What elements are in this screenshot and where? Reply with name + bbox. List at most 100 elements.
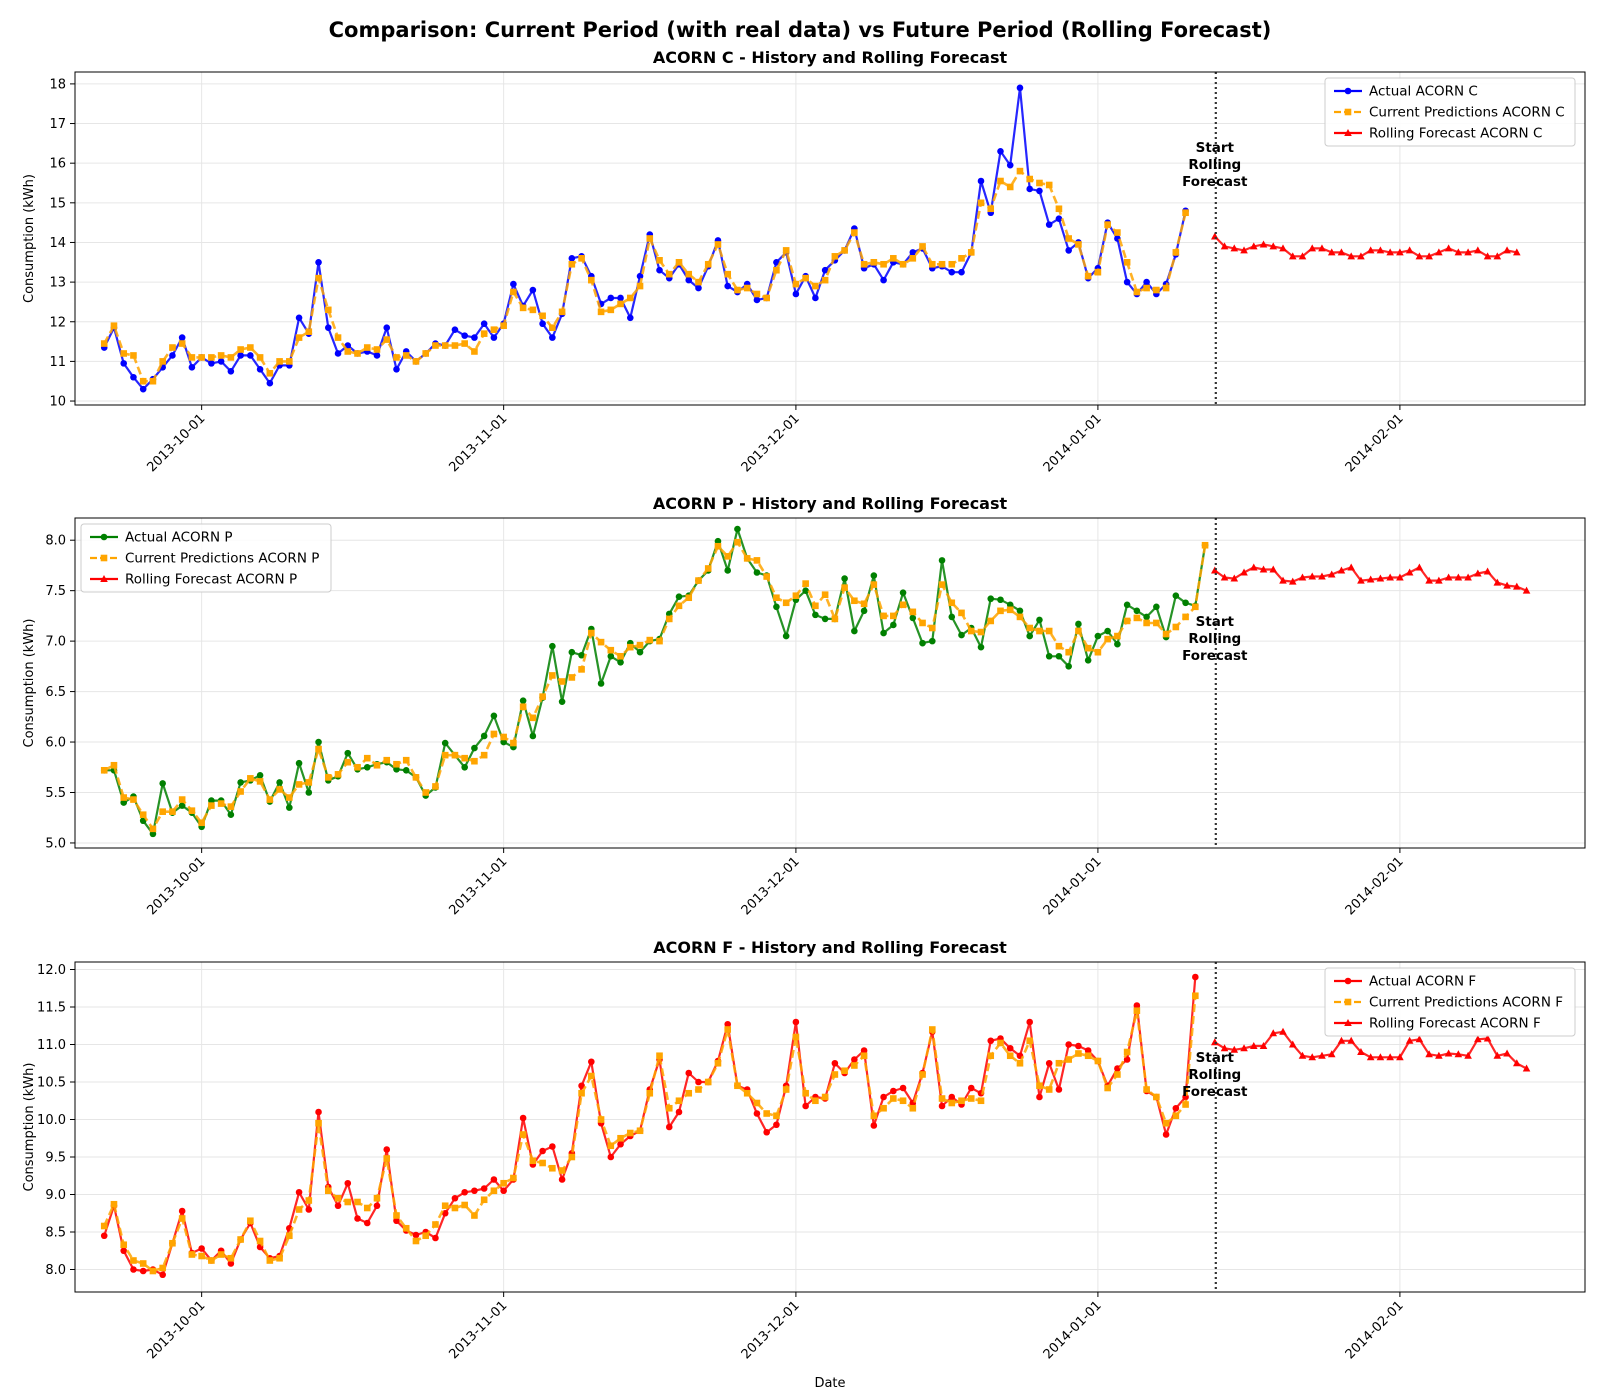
data-point (734, 538, 741, 546)
data-point (831, 615, 839, 623)
data-point (1192, 603, 1199, 611)
annotation-line: Rolling (1188, 1067, 1241, 1083)
annotation-line: Forecast (1182, 648, 1248, 664)
y-tick-label: 5.5 (45, 786, 66, 801)
y-tick-label: 15 (49, 196, 66, 211)
data-point (334, 771, 342, 778)
data-point (1075, 1042, 1082, 1050)
data-point (100, 1232, 108, 1240)
data-point (266, 369, 274, 377)
data-point (120, 1247, 128, 1255)
data-point (363, 763, 371, 771)
data-point (159, 808, 166, 815)
y-tick-label: 17 (49, 117, 66, 132)
data-point (208, 1257, 215, 1264)
data-point (1162, 1131, 1170, 1138)
data-point (1249, 242, 1258, 250)
data-point (130, 1257, 137, 1264)
data-point (1123, 1048, 1131, 1056)
data-point (1153, 1093, 1160, 1101)
data-point (373, 761, 381, 769)
data-point (159, 1271, 166, 1279)
data-point (1483, 1034, 1492, 1042)
y-tick-label: 16 (49, 157, 66, 172)
data-point (266, 1257, 274, 1264)
data-point (675, 1108, 683, 1116)
data-point (432, 342, 439, 349)
data-point (1376, 246, 1385, 254)
x-tick-label: 2013-11-01 (446, 1298, 510, 1362)
data-point (1259, 1042, 1268, 1049)
data-point (958, 268, 965, 276)
data-point (1444, 573, 1453, 581)
data-point (286, 804, 293, 811)
data-point (928, 637, 936, 645)
data-point (997, 607, 1004, 615)
data-point (1357, 252, 1365, 260)
data-point (402, 1224, 410, 1232)
data-point (724, 553, 732, 560)
data-point (977, 628, 985, 636)
x-tick-label: 2014-02-01 (1343, 1298, 1407, 1362)
y-tick-label: 11 (49, 355, 66, 370)
data-point (1055, 205, 1063, 213)
data-point (324, 306, 332, 314)
data-point (597, 1116, 605, 1123)
data-point (1045, 1086, 1053, 1093)
data-point (977, 643, 985, 651)
data-point (315, 1108, 322, 1116)
y-tick-label: 6.0 (45, 736, 66, 751)
data-point (139, 811, 147, 818)
forecast-start-annotation: Start Rolling Forecast (1182, 140, 1248, 190)
data-point (626, 643, 634, 651)
data-point (188, 807, 196, 814)
data-point (149, 825, 157, 833)
data-point (1337, 566, 1346, 574)
data-point (1114, 640, 1121, 648)
data-point (919, 243, 926, 250)
data-point (617, 300, 624, 308)
data-point (1298, 1051, 1307, 1059)
data-point (1435, 576, 1443, 584)
data-point (1075, 241, 1082, 248)
data-point (393, 760, 400, 768)
data-point (471, 348, 478, 355)
legend-box (1324, 77, 1576, 147)
data-point (704, 1078, 712, 1086)
data-point (159, 358, 166, 365)
data-point (237, 788, 244, 795)
data-point (500, 1179, 507, 1187)
data-point (1153, 286, 1160, 294)
data-point (880, 629, 887, 637)
data-point (363, 754, 371, 762)
data-point (519, 703, 527, 711)
data-point (169, 344, 176, 351)
data-point (812, 602, 819, 610)
data-point (480, 1185, 488, 1192)
data-point (276, 779, 283, 786)
data-point (1055, 1086, 1063, 1093)
data-point (178, 1207, 186, 1215)
data-point (237, 1236, 244, 1243)
data-point (656, 637, 663, 645)
data-point (743, 555, 751, 562)
data-point (139, 1267, 147, 1275)
data-point (1143, 613, 1150, 621)
data-point (500, 738, 507, 746)
data-point (1192, 992, 1199, 1000)
data-point (792, 592, 800, 600)
data-point (558, 1176, 566, 1183)
data-point (1045, 181, 1053, 189)
data-point (373, 346, 381, 353)
data-point (295, 334, 303, 341)
y-tick-label: 10.5 (37, 1076, 66, 1091)
data-point (967, 249, 975, 256)
data-point (646, 235, 654, 242)
data-point (1249, 563, 1258, 571)
plot-frame (74, 517, 1586, 849)
data-point (1327, 1050, 1336, 1058)
data-point (510, 280, 517, 288)
data-point (432, 1221, 439, 1228)
data-point (1016, 167, 1024, 175)
